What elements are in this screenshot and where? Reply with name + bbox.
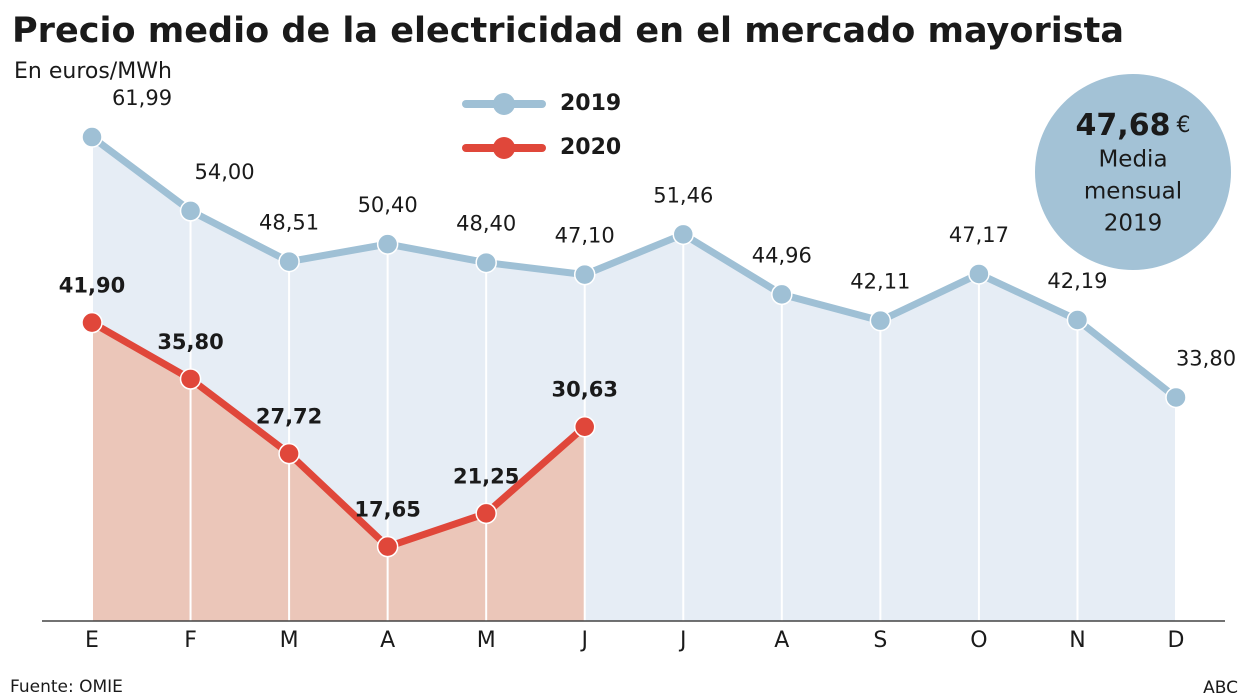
credit: ABC — [1203, 678, 1238, 698]
x-tick-label: J — [678, 628, 687, 653]
annotation-text: mensual — [1084, 179, 1182, 205]
data-point — [376, 233, 399, 255]
data-point — [81, 311, 103, 334]
data-label: 41,90 — [59, 274, 125, 298]
chart-subtitle: En euros/MWh — [14, 59, 172, 84]
legend-label: 2020 — [560, 135, 621, 160]
x-tick-label: F — [184, 628, 197, 653]
data-label: 42,11 — [850, 270, 910, 294]
annotation-bubble — [1035, 74, 1231, 270]
data-point — [179, 368, 202, 390]
x-tick-label: O — [970, 628, 987, 653]
data-point — [968, 263, 990, 285]
x-tick-label: A — [774, 628, 789, 653]
data-label: 47,10 — [555, 224, 615, 248]
data-label: 27,72 — [256, 405, 322, 429]
legend-marker — [493, 137, 515, 159]
data-label: 48,40 — [456, 212, 516, 236]
chart-title: Precio medio de la electricidad en el me… — [12, 11, 1124, 51]
data-label: 61,99 — [112, 86, 172, 110]
data-point — [573, 415, 596, 438]
annotation-unit: € — [1176, 113, 1190, 138]
data-point — [1066, 309, 1089, 331]
data-label: 50,40 — [358, 193, 418, 217]
x-tick-label: E — [85, 628, 99, 653]
data-point — [672, 223, 695, 246]
data-label: 51,46 — [653, 183, 713, 207]
data-point — [869, 309, 892, 332]
legend-marker — [493, 93, 515, 115]
x-tick-label: D — [1168, 628, 1185, 653]
annotation-amount-value: 47,68 — [1076, 108, 1171, 143]
series-line — [89, 134, 1179, 401]
data-point — [278, 442, 300, 465]
source: Fuente: OMIE — [10, 677, 123, 697]
x-tick-label: S — [873, 628, 887, 653]
annotation-text: Media — [1098, 147, 1167, 173]
data-point — [771, 283, 793, 306]
data-point — [573, 263, 596, 286]
data-label: 42,19 — [1047, 269, 1107, 293]
x-tick-label: N — [1069, 628, 1085, 653]
series-area — [92, 322, 585, 621]
data-point — [1165, 386, 1187, 409]
data-label: 54,00 — [194, 160, 254, 184]
series-area — [92, 137, 1176, 621]
x-tick-label: A — [380, 628, 395, 653]
data-label: 47,17 — [949, 223, 1009, 247]
data-label: 30,63 — [552, 378, 618, 402]
x-tick-label: J — [579, 628, 588, 653]
data-label: 44,96 — [752, 243, 812, 267]
data-point — [475, 502, 497, 525]
annotation-text: 2019 — [1104, 211, 1163, 237]
series-line — [90, 319, 588, 551]
annotation-amount: 47,68 € — [1076, 108, 1191, 143]
data-point — [81, 126, 103, 148]
x-tick-label: M — [477, 628, 496, 653]
legend-label: 2019 — [560, 91, 621, 116]
data-label: 17,65 — [354, 498, 420, 522]
data-label: 33,80 — [1176, 346, 1236, 370]
data-point — [278, 250, 300, 273]
x-tick-label: M — [280, 628, 299, 653]
data-point — [376, 535, 399, 558]
data-label: 48,51 — [259, 211, 319, 235]
data-label: 21,25 — [453, 464, 519, 488]
data-label: 35,80 — [157, 330, 223, 354]
data-point — [475, 251, 497, 274]
data-point — [179, 200, 202, 222]
